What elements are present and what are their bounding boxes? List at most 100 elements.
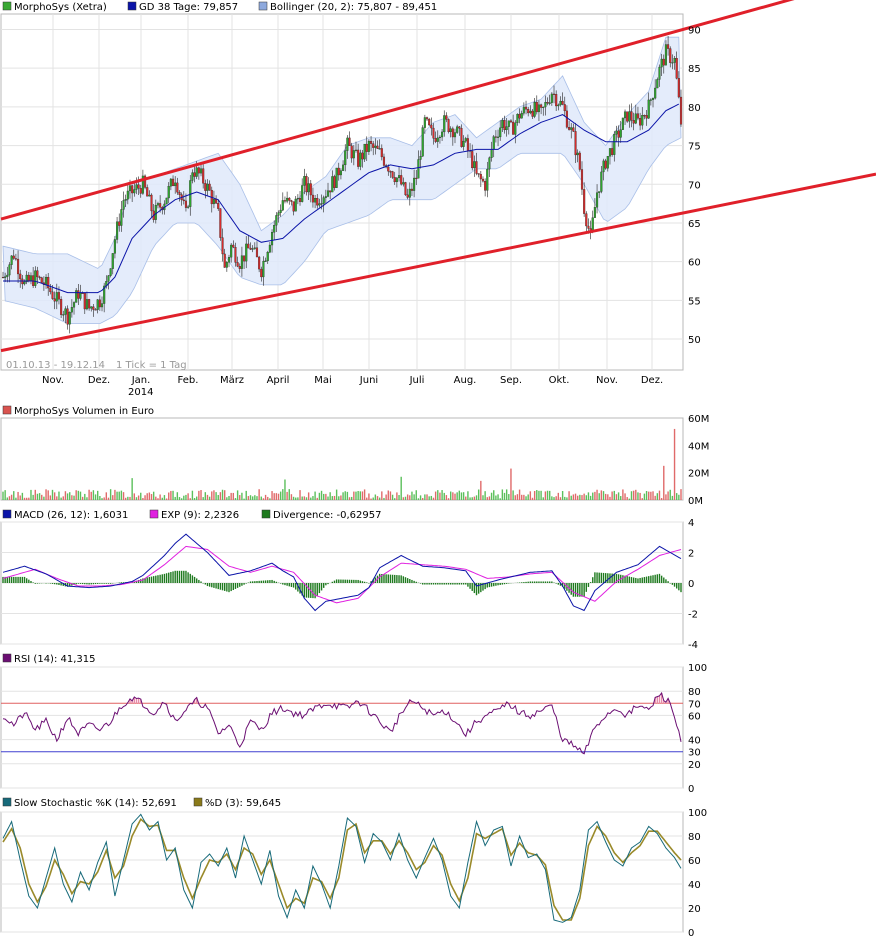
candle-body — [266, 252, 269, 262]
candle-body — [159, 203, 162, 208]
volume-bar — [353, 491, 355, 500]
candle-body — [641, 115, 644, 126]
divergence-bar — [241, 583, 243, 586]
divergence-bar — [645, 576, 648, 583]
bollinger-area — [2, 36, 682, 324]
volume-bar — [206, 494, 209, 500]
candle-body — [443, 115, 446, 133]
rsi-y-tick-100: 100 — [688, 663, 707, 674]
volume-bar — [518, 489, 521, 500]
divergence-bar — [576, 583, 579, 597]
candle-body — [212, 199, 215, 205]
candle-body — [367, 140, 370, 152]
candle-body — [322, 197, 325, 204]
stoch-y-tick-80: 80 — [688, 832, 701, 843]
x-tick-13: Dez. — [641, 375, 663, 386]
candle-body — [473, 161, 476, 169]
divergence-bar — [542, 581, 544, 583]
candle-body — [275, 215, 278, 226]
candle-body — [664, 44, 667, 66]
volume-bar — [432, 497, 435, 500]
divergence-bar — [441, 583, 443, 585]
divergence-bar — [465, 583, 467, 585]
candle-body — [148, 194, 151, 197]
candle-body — [583, 189, 586, 214]
divergence-bar — [596, 572, 598, 583]
volume-bar — [260, 496, 262, 500]
candle-body — [552, 93, 556, 95]
divergence-bar — [120, 582, 123, 583]
candle-body — [342, 164, 345, 171]
stochastic-y-ticks: 100 80 60 40 20 0 — [688, 808, 707, 939]
volume-bar — [626, 497, 628, 500]
volume-bars — [2, 428, 682, 500]
candle-body — [221, 237, 224, 255]
candle-body — [133, 189, 136, 194]
volume-bar — [183, 495, 185, 500]
divergence-bar — [518, 582, 521, 583]
volume-bar — [198, 490, 200, 500]
divergence-bar — [312, 583, 314, 599]
volume-bar — [38, 493, 41, 500]
divergence-bar — [493, 583, 495, 587]
volume-bar — [256, 496, 258, 500]
candle-body — [320, 203, 323, 205]
volume-bar — [176, 492, 179, 500]
candle-body — [533, 101, 536, 117]
divergence-bar — [81, 583, 84, 585]
volume-bar — [264, 494, 267, 500]
volume-bar — [585, 495, 587, 500]
candle-body — [292, 201, 295, 212]
volume-bar — [41, 494, 43, 500]
divergence-bar — [292, 583, 295, 588]
volume-bar — [458, 490, 461, 500]
volume-bar — [441, 490, 443, 500]
divergence-bar — [469, 583, 471, 589]
volume-bar — [180, 498, 183, 500]
divergence-bar — [325, 583, 327, 586]
legend-volume: MorphoSys Volumen in Euro — [14, 406, 154, 417]
divergence-bar — [574, 583, 577, 597]
macd-y-ticks: 4 2 0 -2 -4 — [688, 518, 698, 651]
divergence-bar — [551, 581, 553, 583]
volume-bar — [213, 490, 215, 500]
candle-body — [382, 156, 386, 166]
volume-bar — [415, 490, 417, 500]
divergence-bar — [600, 572, 603, 583]
volume-bar — [465, 496, 467, 500]
divergence-bar — [428, 583, 430, 585]
stoch-y-tick-100: 100 — [688, 808, 707, 819]
volume-bar — [607, 494, 609, 500]
legend-stoch-k: Slow Stochastic %K (14): 52,691 — [14, 798, 177, 809]
candle-body — [68, 312, 71, 325]
volume-bar — [406, 494, 409, 500]
divergence-bar — [391, 574, 394, 583]
volume-bar — [439, 492, 441, 500]
candle-body — [314, 198, 317, 203]
stoch-y-tick-20: 20 — [688, 904, 701, 915]
volume-bar — [245, 490, 247, 500]
volume-bar — [140, 492, 142, 500]
candle-body — [561, 100, 564, 105]
volume-bar — [94, 494, 97, 500]
volume-bar — [174, 496, 176, 500]
volume-bar — [477, 489, 480, 500]
candle-body — [391, 171, 394, 178]
candle-body — [559, 100, 562, 106]
volume-bar — [355, 491, 357, 500]
divergence-bar — [458, 583, 461, 585]
divergence-bar — [663, 577, 665, 583]
divergence-bar — [443, 583, 445, 585]
candle-body — [354, 149, 358, 151]
volume-bar — [536, 490, 538, 500]
volume-bar — [678, 494, 680, 500]
candle-body — [591, 217, 594, 232]
divergence-bar — [604, 573, 607, 583]
legend-price: MorphoSys (Xetra) — [14, 2, 107, 13]
volume-bar — [208, 496, 211, 500]
stochastic-lines — [2, 813, 682, 923]
candle-body — [318, 203, 321, 206]
volume-bar — [30, 489, 32, 500]
divergence-bar — [267, 580, 269, 583]
divergence-bar — [430, 583, 433, 585]
